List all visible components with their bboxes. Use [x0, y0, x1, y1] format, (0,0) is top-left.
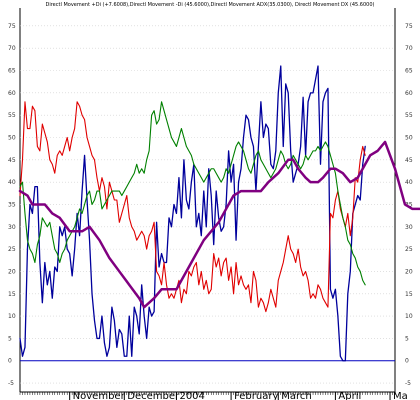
y-tick-label-right: 35: [405, 201, 413, 208]
chart-title: Directl Movement +Di (+7.6008),Directl M…: [46, 2, 375, 8]
y-tick-label-left: 50: [8, 134, 16, 141]
y-tick-label-left: 40: [8, 179, 16, 186]
x-tick-label: Ma: [393, 391, 408, 400]
y-tick-label-right: 55: [405, 112, 413, 119]
series-line-2: [19, 101, 366, 313]
y-tick-label-left: 15: [8, 291, 16, 298]
y-tick-label-left: 30: [8, 224, 16, 231]
y-tick-label-right: -5: [405, 380, 411, 387]
y-tick-label-left: 60: [8, 90, 16, 97]
y-tick-label-left: 10: [8, 313, 16, 320]
x-tick-label: February: [234, 391, 278, 400]
y-tick-label-left: 45: [8, 157, 16, 164]
y-tick-label-right: 10: [405, 313, 413, 320]
series-layer: [18, 65, 420, 362]
y-tick-label-left: 55: [8, 112, 16, 119]
x-tick-label: April: [338, 391, 361, 400]
y-tick-label-right: 20: [405, 268, 413, 275]
y-tick-label-left: 35: [8, 201, 16, 208]
y-tick-label-left: 0: [8, 358, 12, 365]
series-line-3: [19, 101, 366, 286]
y-tick-label-right: 0: [405, 358, 409, 365]
series-line-4: [18, 140, 420, 309]
y-tick-label-right: 15: [405, 291, 413, 298]
x-tick-label: March: [281, 391, 311, 400]
y-tick-label-left: 75: [8, 23, 16, 30]
y-tick-label-right: 25: [405, 246, 413, 253]
y-tick-label-left: -5: [8, 380, 14, 387]
y-tick-label-right: 75: [405, 23, 413, 30]
y-tick-label-right: 40: [405, 179, 413, 186]
y-tick-labels-right: -5 0 5 10 15 20 25 30 35 40 45 50 55 60 65 70 75: [405, 23, 413, 387]
y-tick-label-left: 25: [8, 246, 16, 253]
y-tick-label-right: 60: [405, 90, 413, 97]
y-tick-label-left: 65: [8, 68, 16, 75]
y-tick-labels-left: -5 0 5 10 15 20 25 30 35 40 45 50 55 60 65 70 75: [8, 23, 16, 387]
y-tick-label-left: 5: [8, 335, 12, 342]
x-axis: November December 2004 February March April Ma: [19, 391, 408, 400]
y-tick-label-right: 70: [405, 45, 413, 52]
y-tick-label-right: 50: [405, 134, 413, 141]
x-tick-label: December: [127, 391, 180, 400]
y-tick-label-left: 20: [8, 268, 16, 275]
y-tick-label-right: 5: [405, 335, 409, 342]
y-tick-label-left: 70: [8, 45, 16, 52]
x-tick-label: November: [73, 391, 126, 400]
y-tick-label-right: 45: [405, 157, 413, 164]
x-tick-label: 2004: [179, 391, 204, 400]
y-tick-label-right: 30: [405, 224, 413, 231]
y-tick-label-right: 65: [405, 68, 413, 75]
